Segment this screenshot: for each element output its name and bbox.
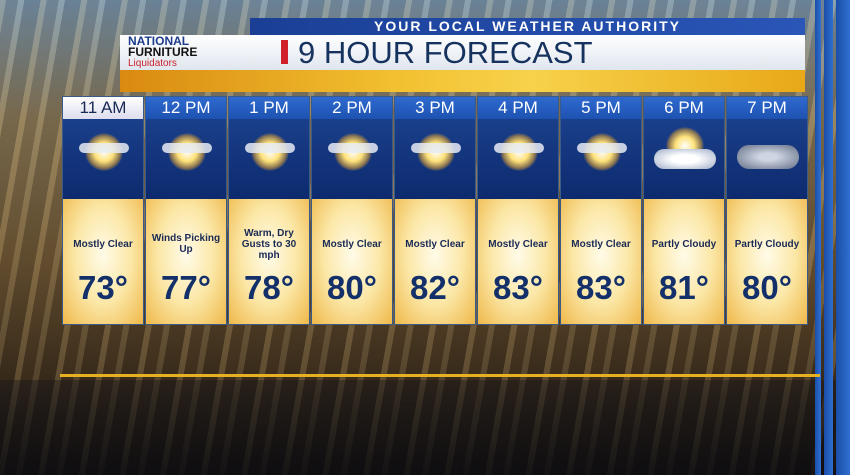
title-accent (281, 40, 288, 64)
forecast-hour: 6 PM (644, 97, 724, 119)
forecast-temperature: 80° (327, 269, 377, 306)
side-decoration (808, 0, 850, 475)
mostly-clear-sun-icon (229, 119, 309, 199)
sponsor-line1: NATIONAL (128, 34, 190, 48)
sponsor-logo: NATIONAL FURNITURE Liquidators (128, 34, 198, 69)
forecast-body: Partly Cloudy 80° (727, 199, 807, 324)
forecast-body: Partly Cloudy 81° (644, 199, 724, 324)
forecast-temperature: 83° (576, 269, 626, 306)
forecast-column: 11 AM Mostly Clear 73° (62, 96, 144, 325)
mostly-clear-sun-icon (146, 119, 226, 199)
forecast-body: Mostly Clear 83° (478, 199, 558, 324)
forecast-hour: 7 PM (727, 97, 807, 119)
forecast-temperature: 77° (161, 269, 211, 306)
forecast-temperature: 73° (78, 269, 128, 306)
forecast-hour: 5 PM (561, 97, 641, 119)
forecast-body: Mostly Clear 73° (63, 199, 143, 324)
sponsor-line2: FURNITURE (128, 45, 198, 59)
title-banner (120, 35, 805, 70)
forecast-column: 5 PM Mostly Clear 83° (560, 96, 642, 325)
forecast-hour: 3 PM (395, 97, 475, 119)
forecast-temperature: 80° (742, 269, 792, 306)
sponsor-line3: Liquidators (128, 58, 177, 69)
forecast-column: 1 PM Warm, Dry Gusts to 30 mph 78° (228, 96, 310, 325)
partly-cloudy-moon-icon (727, 119, 807, 199)
forecast-column: 3 PM Mostly Clear 82° (394, 96, 476, 325)
title-underline (120, 70, 805, 92)
forecast-column: 4 PM Mostly Clear 83° (477, 96, 559, 325)
forecast-description: Winds Picking Up (151, 233, 221, 255)
forecast-temperature: 81° (659, 269, 709, 306)
forecast-hour: 2 PM (312, 97, 392, 119)
mostly-clear-sun-icon (63, 119, 143, 199)
forecast-hour: 12 PM (146, 97, 226, 119)
forecast-description: Mostly Clear (488, 238, 548, 250)
forecast-temperature: 78° (244, 269, 294, 306)
partly-cloudy-sun-icon (644, 119, 724, 199)
forecast-temperature: 82° (410, 269, 460, 306)
forecast-column: 6 PM Partly Cloudy 81° (643, 96, 725, 325)
page-title: 9 HOUR FORECAST (298, 35, 593, 70)
forecast-column: 2 PM Mostly Clear 80° (311, 96, 393, 325)
forecast-column: 7 PM Partly Cloudy 80° (726, 96, 808, 325)
subtitle-banner: YOUR LOCAL WEATHER AUTHORITY (250, 18, 805, 35)
forecast-description: Mostly Clear (73, 238, 133, 250)
mostly-clear-sun-icon (478, 119, 558, 199)
mostly-clear-sun-icon (395, 119, 475, 199)
forecast-description: Partly Cloudy (651, 238, 717, 250)
forecast-hour: 1 PM (229, 97, 309, 119)
forecast-body: Warm, Dry Gusts to 30 mph 78° (229, 199, 309, 324)
forecast-columns: 11 AM Mostly Clear 73° 12 PM Winds Picki… (62, 96, 808, 325)
forecast-column: 12 PM Winds Picking Up 77° (145, 96, 227, 325)
forecast-description: Warm, Dry Gusts to 30 mph (241, 227, 297, 261)
forecast-description: Partly Cloudy (734, 238, 800, 250)
forecast-description: Mostly Clear (571, 238, 631, 250)
background-shade (0, 380, 850, 475)
forecast-description: Mostly Clear (322, 238, 382, 250)
forecast-description: Mostly Clear (405, 238, 465, 250)
forecast-body: Mostly Clear 83° (561, 199, 641, 324)
mostly-clear-sun-icon (312, 119, 392, 199)
forecast-hour: 4 PM (478, 97, 558, 119)
forecast-hour: 11 AM (63, 97, 143, 119)
forecast-body: Winds Picking Up 77° (146, 199, 226, 324)
divider (60, 374, 820, 377)
forecast-body: Mostly Clear 82° (395, 199, 475, 324)
forecast-body: Mostly Clear 80° (312, 199, 392, 324)
mostly-clear-sun-icon (561, 119, 641, 199)
forecast-temperature: 83° (493, 269, 543, 306)
